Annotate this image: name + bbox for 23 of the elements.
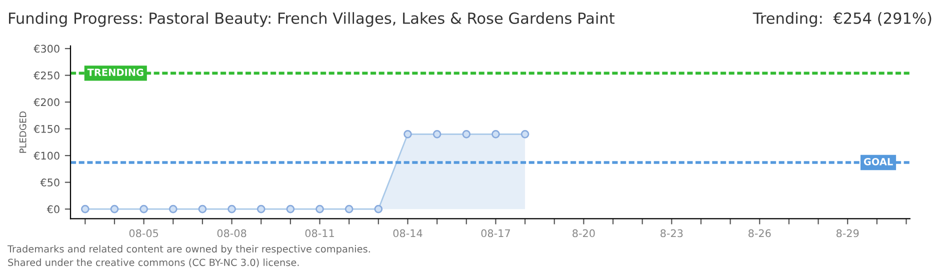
x-tick-label: 08-08 bbox=[217, 229, 246, 238]
y-tick-label: €50 bbox=[40, 178, 60, 186]
y-tick-label: €150 bbox=[34, 125, 60, 133]
x-tick-label: 08-17 bbox=[481, 229, 510, 238]
text: Trademarks and related content are owned by their respective companies. bbox=[7, 245, 370, 254]
ref-line-label: GOAL bbox=[864, 158, 893, 166]
y-tick-label: €250 bbox=[34, 72, 60, 80]
x-tick-label: 08-14 bbox=[393, 229, 422, 238]
x-tick-label: 8-20 bbox=[572, 229, 595, 238]
chart-title: Funding Progress: Pastoral Beauty: French Villages, Lakes & Rose Gardens Paint bbox=[9, 12, 614, 27]
ref-line-label: TRENDING bbox=[87, 68, 144, 76]
x-tick-label: 08-05 bbox=[129, 229, 158, 238]
x-tick-label: 8-29 bbox=[836, 229, 859, 238]
y-tick-label: €0 bbox=[46, 205, 60, 214]
y-tick-label: €100 bbox=[34, 152, 60, 160]
chart-subtitle: Trending: €254 (291%) bbox=[752, 12, 932, 27]
x-tick-label: 8-26 bbox=[748, 229, 771, 238]
x-tick-label: 8-23 bbox=[660, 229, 683, 238]
x-tick-label: 08-11 bbox=[305, 229, 334, 238]
y-axis-title: PLEDGED bbox=[19, 111, 26, 153]
y-tick-label: €200 bbox=[34, 98, 60, 106]
y-tick-label: €300 bbox=[34, 44, 60, 53]
text: Shared under the creative commons (CC BY-NC 3.0) license. bbox=[8, 258, 299, 268]
